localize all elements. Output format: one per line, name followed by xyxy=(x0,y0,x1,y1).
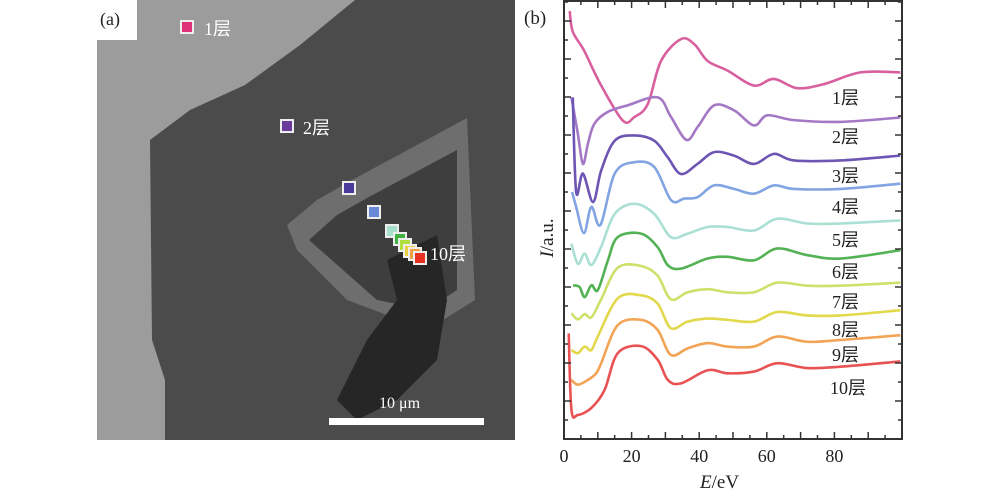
series-line-10 xyxy=(567,333,901,419)
measurement-marker xyxy=(182,22,192,32)
measurement-marker xyxy=(387,226,397,236)
panel-label-a: (a) xyxy=(100,9,120,30)
measurement-marker xyxy=(282,121,292,131)
x-tick-label: 60 xyxy=(758,446,776,466)
x-tick-label: 20 xyxy=(623,446,641,466)
x-axis-label: E/eV xyxy=(699,472,739,493)
y-axis-label: I/a.u. xyxy=(537,218,558,258)
measurement-marker xyxy=(415,253,425,263)
series-label: 2层 xyxy=(832,127,859,147)
series-label: 6层 xyxy=(832,262,859,282)
y-axis-unit: /a.u. xyxy=(537,218,558,251)
marker-label: 1层 xyxy=(204,19,231,39)
micrograph-panel: (a) 1层 2层 10层 10 μm xyxy=(97,0,515,440)
measurement-marker xyxy=(344,183,354,193)
marker-label: 2层 xyxy=(303,118,330,138)
series-label: 3层 xyxy=(832,166,859,186)
marker-label: 10层 xyxy=(430,244,466,264)
x-axis-symbol: E xyxy=(699,472,712,493)
series-label: 9层 xyxy=(832,345,859,365)
series-label: 4层 xyxy=(832,197,859,217)
series-label: 5层 xyxy=(832,230,859,250)
series-label: 7层 xyxy=(832,292,859,312)
series-line-6 xyxy=(572,231,901,299)
x-tick-label: 40 xyxy=(690,446,708,466)
panel-label-box xyxy=(97,0,137,40)
y-axis-symbol: I xyxy=(537,250,558,259)
x-axis-unit: /eV xyxy=(712,472,740,493)
series-line-2 xyxy=(570,95,901,166)
series-line-3 xyxy=(571,97,901,204)
series-line-9 xyxy=(570,317,901,386)
series-line-7 xyxy=(570,262,901,321)
flake-thick-region xyxy=(337,235,447,420)
series-line-8 xyxy=(570,292,901,355)
series-line-5 xyxy=(570,202,901,267)
series-label: 10层 xyxy=(830,378,866,398)
panel-label-b: (b) xyxy=(524,8,546,29)
series-line-4 xyxy=(570,160,901,235)
scale-bar-label: 10 μm xyxy=(379,395,421,412)
series-label: 8层 xyxy=(832,320,859,340)
scale-bar xyxy=(329,418,484,425)
x-tick-label: 0 xyxy=(560,446,569,466)
measurement-marker xyxy=(369,207,379,217)
x-tick-label: 80 xyxy=(825,446,843,466)
series-label: 1层 xyxy=(832,88,859,108)
series-line-1 xyxy=(568,10,901,125)
